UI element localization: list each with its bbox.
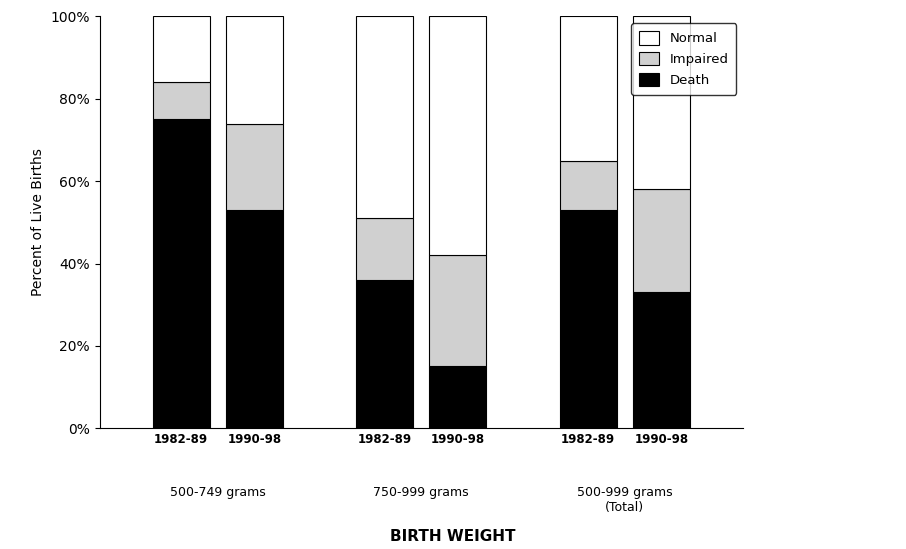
Bar [429, 255, 487, 367]
Bar [226, 16, 283, 124]
Legend: Normal, Impaired, Death: Normal, Impaired, Death [631, 23, 737, 95]
Bar [560, 16, 617, 161]
Y-axis label: Percent of Live Births: Percent of Live Births [31, 148, 45, 296]
Bar [429, 16, 487, 255]
Bar [356, 16, 413, 219]
Bar [633, 16, 690, 189]
Bar [633, 189, 690, 292]
Bar [633, 292, 690, 428]
Bar [356, 219, 413, 280]
Bar [226, 210, 283, 428]
Bar [429, 367, 487, 428]
Bar [152, 82, 209, 120]
Bar [560, 160, 617, 210]
Bar [560, 210, 617, 428]
Bar [152, 120, 209, 428]
Bar [152, 16, 209, 82]
Bar [226, 124, 283, 210]
Text: 750-999 grams: 750-999 grams [373, 486, 469, 499]
Text: BIRTH WEIGHT: BIRTH WEIGHT [390, 529, 516, 544]
Text: 500-999 grams
(Total): 500-999 grams (Total) [577, 486, 672, 514]
Bar [356, 280, 413, 428]
Text: 500-749 grams: 500-749 grams [169, 486, 265, 499]
